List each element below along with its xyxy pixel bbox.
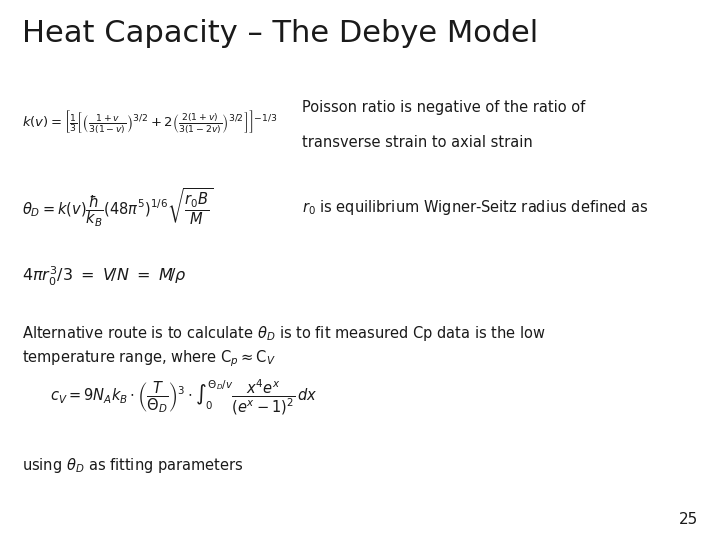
Text: $4\pi r_0^3/3 \ = \ V\!/N \ = \ M\!/\rho$: $4\pi r_0^3/3 \ = \ V\!/N \ = \ M\!/\rho… — [22, 265, 186, 288]
Text: temperature range, where C$_p$$\approx$C$_V$: temperature range, where C$_p$$\approx$C… — [22, 348, 276, 369]
Text: $k(v) = \left[\frac{1}{3}\left[\left(\frac{1+v}{3(1-v)}\right)^{3/2} + 2\left(\f: $k(v) = \left[\frac{1}{3}\left[\left(\fr… — [22, 108, 277, 136]
Text: using $\theta_D$ as fitting parameters: using $\theta_D$ as fitting parameters — [22, 456, 243, 475]
Text: Alternative route is to calculate $\theta_D$ is to fit measured Cp data is the l: Alternative route is to calculate $\thet… — [22, 324, 545, 343]
Text: Heat Capacity – The Debye Model: Heat Capacity – The Debye Model — [22, 19, 538, 48]
Text: $\theta_D = k(v)\dfrac{\hbar}{k_B}(48\pi^5)^{1/6}\sqrt{\dfrac{r_0 B}{M}}$: $\theta_D = k(v)\dfrac{\hbar}{k_B}(48\pi… — [22, 187, 212, 229]
Text: $c_V = 9N_A k_B \cdot \left(\dfrac{T}{\Theta_D}\right)^3 \cdot \int_0^{\Theta_D/: $c_V = 9N_A k_B \cdot \left(\dfrac{T}{\T… — [50, 377, 318, 417]
Text: 25: 25 — [679, 511, 698, 526]
Text: transverse strain to axial strain: transverse strain to axial strain — [302, 135, 533, 150]
Text: $r_0$ is equilibrium Wigner-Seitz radius defined as: $r_0$ is equilibrium Wigner-Seitz radius… — [302, 198, 649, 218]
Text: Poisson ratio is negative of the ratio of: Poisson ratio is negative of the ratio o… — [302, 100, 585, 115]
